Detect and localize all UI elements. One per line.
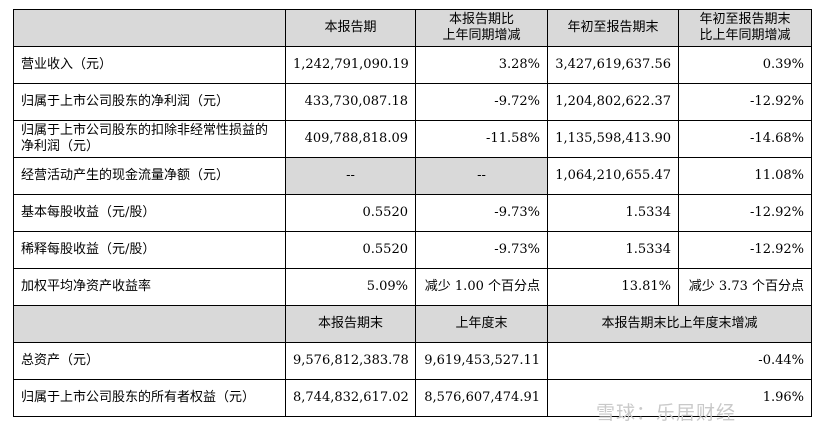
- row-value: -9.73%: [415, 194, 548, 232]
- row-value: 减少 1.00 个百分点: [415, 268, 548, 306]
- header-current-period: 本报告期: [285, 9, 416, 47]
- row-label: 营业收入（元）: [13, 46, 286, 84]
- header-period-change-line2: 上年同期增减: [442, 28, 521, 43]
- row-label: 稀释每股收益（元/股）: [13, 231, 286, 269]
- table-row: 基本每股收益（元/股） 0.5520 -9.73% 1.5334 -12.92%: [13, 194, 812, 232]
- row-value: 3.28%: [415, 46, 548, 84]
- header-ytd-change-line1: 年初至报告期末: [699, 12, 791, 27]
- row-value: -14.68%: [678, 120, 812, 158]
- row-value: --: [285, 157, 416, 195]
- row-value: 5.09%: [285, 268, 416, 306]
- header2-period-end: 本报告期末: [285, 305, 416, 343]
- row-label: 基本每股收益（元/股）: [13, 194, 286, 232]
- row-value: -11.58%: [415, 120, 548, 158]
- row-label: 经营活动产生的现金流量净额（元）: [13, 157, 286, 195]
- row-value: 1,064,210,655.47: [547, 157, 679, 195]
- row-value: -12.92%: [678, 194, 812, 232]
- row-value: 0.5520: [285, 231, 416, 269]
- row-value: 409,788,818.09: [285, 120, 416, 158]
- row-value: 8,744,832,617.02: [285, 379, 416, 417]
- row-value: 9,576,812,383.78: [285, 342, 416, 380]
- header-period-change-line1: 本报告期比: [448, 12, 514, 27]
- header-blank-cell: [13, 9, 286, 47]
- header-ytd-change-line2: 比上年同期增减: [699, 28, 791, 43]
- row-value: 1,242,791,090.19: [285, 46, 416, 84]
- row-value: 1.96%: [547, 379, 812, 417]
- table-row: 稀释每股收益（元/股） 0.5520 -9.73% 1.5334 -12.92%: [13, 231, 812, 269]
- row-label: 加权平均净资产收益率: [13, 268, 286, 306]
- header2-change: 本报告期末比上年度末增减: [547, 305, 812, 343]
- row-value: -9.72%: [415, 83, 548, 121]
- table-row: 加权平均净资产收益率 5.09% 减少 1.00 个百分点 13.81% 减少 …: [13, 268, 812, 306]
- row-value: 1.5334: [547, 231, 679, 269]
- row-label: 归属于上市公司股东的净利润（元）: [13, 83, 286, 121]
- row-value: 0.5520: [285, 194, 416, 232]
- table-row: 营业收入（元） 1,242,791,090.19 3.28% 3,427,619…: [13, 46, 812, 84]
- table-row: 归属于上市公司股东的扣除非经常性损益的净利润（元） 409,788,818.09…: [13, 120, 812, 158]
- header-period-change: 本报告期比 上年同期增减: [415, 9, 548, 47]
- header2-prior-year-end: 上年度末: [415, 305, 548, 343]
- row-value: -12.92%: [678, 231, 812, 269]
- row-value: 8,576,607,474.91: [415, 379, 548, 417]
- row-label: 总资产（元）: [13, 342, 286, 380]
- row-value: 11.08%: [678, 157, 812, 195]
- row-value: 1,135,598,413.90: [547, 120, 679, 158]
- row-label: 归属于上市公司股东的所有者权益（元）: [13, 379, 286, 417]
- row-value: 0.39%: [678, 46, 812, 84]
- table-row: 归属于上市公司股东的净利润（元） 433,730,087.18 -9.72% 1…: [13, 83, 812, 121]
- row-value: -12.92%: [678, 83, 812, 121]
- row-value: -0.44%: [547, 342, 812, 380]
- header-ytd-change: 年初至报告期末 比上年同期增减: [678, 9, 812, 47]
- table-header-row: 本报告期 本报告期比 上年同期增减 年初至报告期末 年初至报告期末 比上年同期增…: [13, 9, 812, 47]
- row-value: 433,730,087.18: [285, 83, 416, 121]
- row-value: -9.73%: [415, 231, 548, 269]
- table-row: 经营活动产生的现金流量净额（元） -- -- 1,064,210,655.47 …: [13, 157, 812, 195]
- row-label: 归属于上市公司股东的扣除非经常性损益的净利润（元）: [13, 120, 286, 158]
- row-value: 减少 3.73 个百分点: [678, 268, 812, 306]
- header2-blank-cell: [13, 305, 286, 343]
- row-value: --: [415, 157, 548, 195]
- financial-summary-table: 本报告期 本报告期比 上年同期增减 年初至报告期末 年初至报告期末 比上年同期增…: [13, 9, 812, 417]
- row-value: 1,204,802,622.37: [547, 83, 679, 121]
- header-ytd: 年初至报告期末: [547, 9, 679, 47]
- watermark-text: 雪球：乐居财经: [596, 402, 737, 424]
- row-value: 9,619,453,527.11: [415, 342, 548, 380]
- table-row: 归属于上市公司股东的所有者权益（元） 8,744,832,617.02 8,57…: [13, 379, 812, 417]
- table-header-row-2: 本报告期末 上年度末 本报告期末比上年度末增减: [13, 305, 812, 343]
- row-value: 13.81%: [547, 268, 679, 306]
- row-value: 1.5334: [547, 194, 679, 232]
- table-row: 总资产（元） 9,576,812,383.78 9,619,453,527.11…: [13, 342, 812, 380]
- row-value: 3,427,619,637.56: [547, 46, 679, 84]
